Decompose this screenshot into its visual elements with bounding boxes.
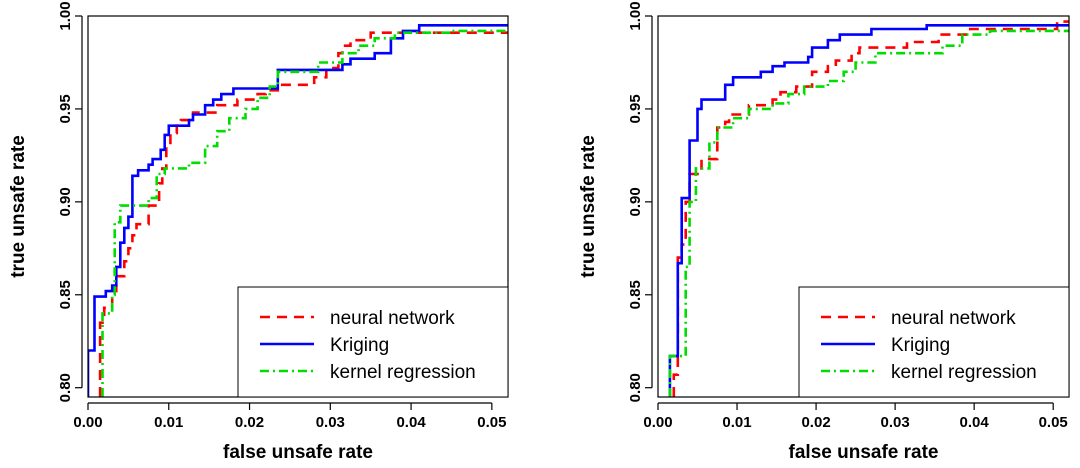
- chart-panel-right: 0.00 0.01 0.02 0.03 0.04 0.05 0.80 0.85 0.90 0.95…: [578, 1, 1070, 463]
- y-axis-title: true unsafe rate: [578, 135, 599, 278]
- x-tick-label: 0.03: [316, 414, 345, 431]
- legend-label: neural network: [891, 308, 1016, 329]
- series-line-kernel-regression: [668, 29, 1069, 397]
- legend-label: Kriging: [330, 335, 389, 356]
- series-line-kriging: [88, 24, 508, 397]
- legend-label: kernel regression: [330, 362, 476, 383]
- y-tick-label: 0.85: [627, 280, 644, 309]
- x-tick-label: 0.01: [154, 414, 183, 431]
- series-line-neural-network: [672, 20, 1069, 397]
- x-axis-title: false unsafe rate: [223, 442, 373, 463]
- y-axis-title: true unsafe rate: [8, 135, 29, 278]
- y-tick-label: 1.00: [627, 1, 644, 30]
- legend: neural network Kriging kernel regression: [237, 286, 509, 398]
- y-tick-label: 1.00: [57, 1, 74, 30]
- legend-box: [798, 286, 1070, 398]
- y-tick-label: 0.80: [57, 373, 74, 402]
- legend: neural network Kriging kernel regression: [798, 286, 1070, 398]
- x-tick-label: 0.04: [396, 414, 426, 431]
- x-tick-label: 0.00: [73, 414, 102, 431]
- series-line-kriging: [668, 24, 1069, 397]
- x-tick-label: 0.05: [1039, 414, 1068, 431]
- legend-box: [237, 286, 509, 398]
- x-tick-label: 0.02: [235, 414, 264, 431]
- y-tick-label: 0.80: [627, 373, 644, 402]
- x-tick-label: 0.03: [881, 414, 910, 431]
- series-line-kernel-regression: [101, 29, 508, 397]
- y-tick-label: 0.85: [57, 280, 74, 309]
- series-group: [668, 20, 1069, 397]
- series-group: [88, 24, 508, 397]
- y-tick-label: 0.90: [57, 187, 74, 216]
- chart-panel-left: 0.00 0.01 0.02 0.03 0.04 0.05 0.80 0.85 0.90 0.95…: [8, 1, 509, 463]
- x-tick-label: 0.05: [477, 414, 506, 431]
- y-tick-label: 0.95: [57, 94, 74, 123]
- y-tick-label: 0.90: [627, 187, 644, 216]
- x-tick-label: 0.04: [960, 414, 990, 431]
- legend-label: neural network: [330, 308, 455, 329]
- legend-label: kernel regression: [891, 362, 1037, 383]
- y-tick-label: 0.95: [627, 94, 644, 123]
- x-tick-label: 0.01: [722, 414, 751, 431]
- x-tick-label: 0.02: [801, 414, 830, 431]
- x-axis-title: false unsafe rate: [789, 442, 939, 463]
- x-tick-label: 0.00: [643, 414, 672, 431]
- legend-label: Kriging: [891, 335, 950, 356]
